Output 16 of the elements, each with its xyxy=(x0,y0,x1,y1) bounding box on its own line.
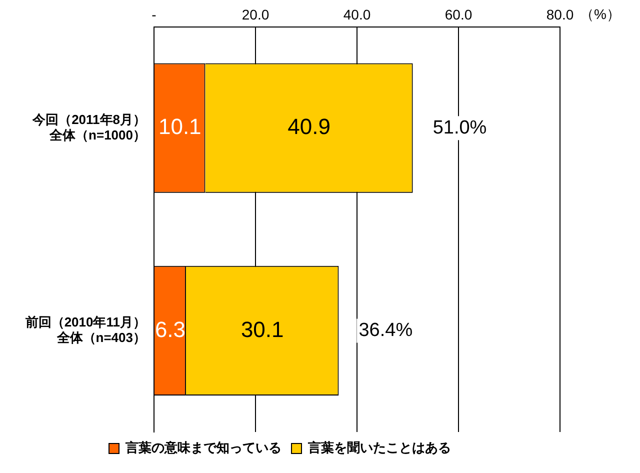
data-label: 40.9 xyxy=(288,114,330,140)
x-tick-label: 20.0 xyxy=(242,6,270,22)
x-tick-label: 40.0 xyxy=(343,6,371,22)
y-tick-label: 今回（2011年8月）全体（n=1000） xyxy=(32,112,146,142)
data-label: 6.3 xyxy=(154,316,186,342)
total-label: 36.4% xyxy=(358,320,413,341)
legend-label: 言葉を聞いたことはある xyxy=(307,440,451,456)
legend-label: 言葉の意味まで知っている xyxy=(124,440,282,456)
data-label: 30.1 xyxy=(240,316,284,342)
total-label: 51.0% xyxy=(432,117,487,138)
data-label: 10.1 xyxy=(158,114,202,140)
x-tick-label: - xyxy=(152,6,157,22)
x-tick-label: 60.0 xyxy=(444,6,472,22)
y-tick-label: 前回（2010年11月）全体（n=403） xyxy=(24,314,146,346)
x-tick-label: 80.0 xyxy=(546,6,574,22)
x-axis-title: （%） xyxy=(580,6,620,22)
